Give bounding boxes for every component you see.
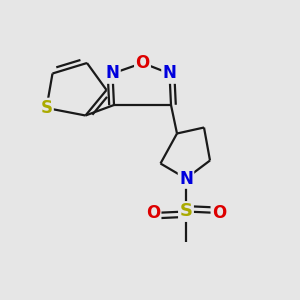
- Text: O: O: [135, 54, 150, 72]
- Text: S: S: [179, 202, 193, 220]
- Text: N: N: [163, 64, 176, 82]
- Text: O: O: [212, 204, 226, 222]
- Text: N: N: [106, 64, 119, 82]
- Text: N: N: [179, 169, 193, 188]
- Text: S: S: [40, 99, 52, 117]
- Text: O: O: [146, 204, 160, 222]
